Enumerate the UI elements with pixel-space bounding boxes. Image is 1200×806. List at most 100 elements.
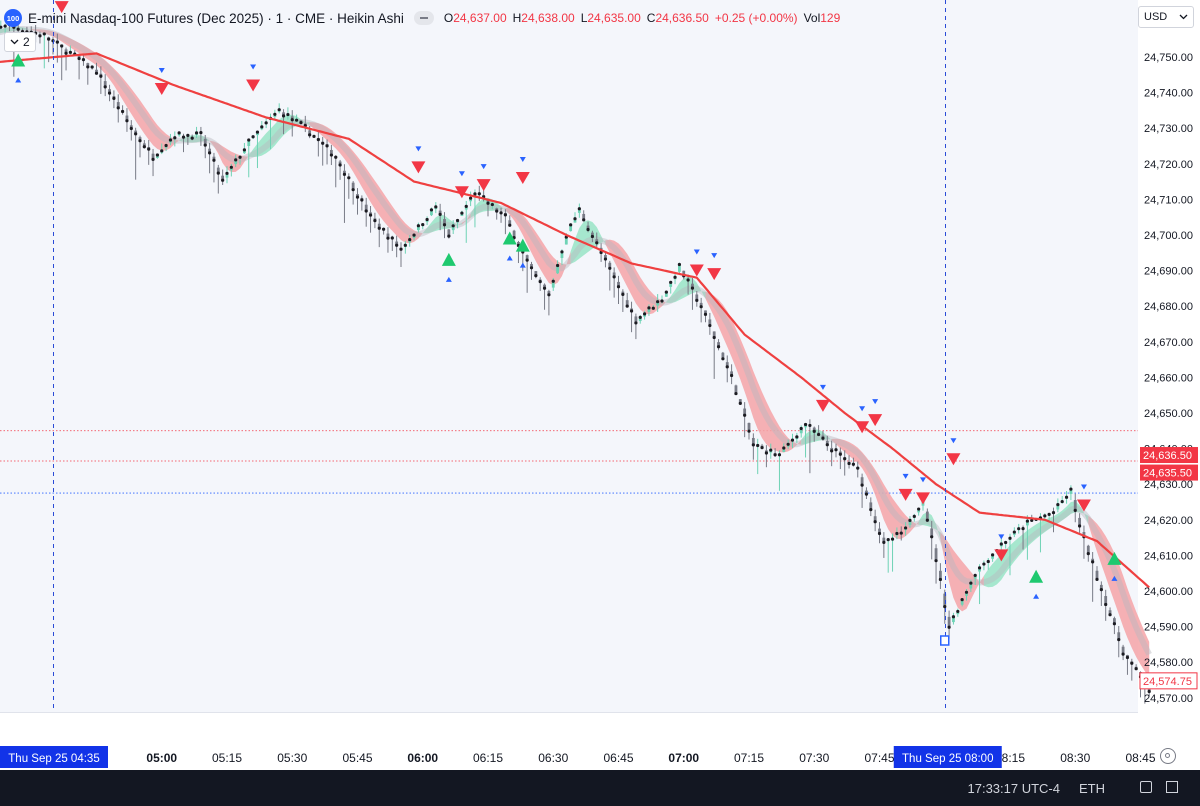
candle xyxy=(803,422,808,458)
candle xyxy=(134,127,138,180)
indicators-toggle-button[interactable]: 2 xyxy=(4,32,36,52)
candle xyxy=(595,232,599,247)
candle xyxy=(338,159,342,180)
candle xyxy=(917,507,921,516)
price-tick-label: 24,590.00 xyxy=(1144,622,1193,634)
candle xyxy=(90,65,94,70)
candle xyxy=(173,131,177,147)
price-tag-label: 24,635.50 xyxy=(1143,468,1192,480)
sell-signal-icon xyxy=(946,453,961,466)
volume-label: Vol xyxy=(803,11,821,25)
candle xyxy=(447,229,451,239)
candle xyxy=(547,289,551,316)
candle xyxy=(743,402,747,438)
candle xyxy=(525,254,529,293)
ribbon-segment-bear xyxy=(31,29,180,151)
crosshair-time-text: Thu Sep 25 04:35 xyxy=(8,753,99,765)
candle xyxy=(947,610,951,639)
candle xyxy=(703,310,708,323)
layout-icon[interactable] xyxy=(1140,781,1152,793)
candle xyxy=(321,136,325,166)
sell-signal-icon xyxy=(454,186,469,199)
buy-alert-icon xyxy=(15,77,22,83)
candle xyxy=(825,435,829,451)
candle xyxy=(464,200,468,243)
candle xyxy=(368,205,373,233)
candle xyxy=(99,66,103,94)
ribbon-segment-bear xyxy=(309,122,423,244)
sell-alert-icon xyxy=(158,68,165,73)
buy-alert-icon xyxy=(519,262,526,268)
candle xyxy=(582,210,586,222)
candle xyxy=(373,212,377,229)
candle xyxy=(312,134,316,139)
crosshair-time-label-1: Thu Sep 25 08:00 xyxy=(893,746,1002,768)
candle xyxy=(738,399,742,406)
symbol-title[interactable]: E-mini Nasdaq-100 Futures (Dec 2025) · 1… xyxy=(28,10,404,26)
ema-line xyxy=(0,52,1150,589)
candle xyxy=(77,55,81,80)
price-axis-background xyxy=(1138,0,1200,712)
candle xyxy=(1112,616,1116,635)
candle xyxy=(542,283,547,310)
candle xyxy=(647,304,651,316)
gear-icon[interactable] xyxy=(1160,748,1176,764)
candle xyxy=(756,438,760,475)
clock[interactable]: 17:33:17 UTC-4 xyxy=(967,781,1061,796)
time-tick-label: 07:00 xyxy=(668,751,699,765)
candle xyxy=(382,227,386,235)
candle xyxy=(956,608,960,617)
candle xyxy=(425,216,429,226)
sell-alert-icon xyxy=(1080,484,1087,490)
candle xyxy=(777,450,782,491)
sell-alert-icon xyxy=(859,406,866,412)
candle xyxy=(190,134,194,141)
currency-selector[interactable]: USD xyxy=(1138,6,1194,28)
candle xyxy=(786,439,790,450)
hide-legend-icon[interactable] xyxy=(413,11,434,25)
price-tag-1: 24,635.50 xyxy=(1140,464,1198,481)
candle xyxy=(569,223,573,232)
candle xyxy=(360,195,364,211)
candle xyxy=(495,207,499,220)
session-label[interactable]: ETH xyxy=(1079,781,1105,796)
price-tag-0: 24,636.50 xyxy=(1140,447,1198,464)
candle xyxy=(969,579,973,593)
ribbon-segment-bear xyxy=(505,208,571,285)
candle xyxy=(773,448,777,457)
ribbon-segment-bull xyxy=(918,512,941,540)
candle xyxy=(469,191,473,207)
candle xyxy=(1008,533,1012,576)
candle xyxy=(242,142,246,154)
candle xyxy=(634,313,638,340)
candle xyxy=(964,589,969,601)
candle xyxy=(877,522,882,544)
price-tag-label: 24,574.75 xyxy=(1143,676,1192,688)
candle xyxy=(603,251,608,268)
time-tick-label: 08:30 xyxy=(1060,751,1090,765)
crosshair-time-label-0: Thu Sep 25 04:35 xyxy=(0,746,108,768)
price-change: +0.25 (+0.00%) xyxy=(714,11,798,25)
high-value: 24,638.00 xyxy=(521,11,575,25)
close-value: 24,636.50 xyxy=(655,11,709,25)
candle xyxy=(347,173,351,199)
candle xyxy=(229,163,233,177)
price-tick-label: 24,630.00 xyxy=(1144,479,1193,491)
candle xyxy=(342,164,347,223)
candle xyxy=(912,513,916,522)
time-axis[interactable]: 05:00 05:15 05:30 05:45 06:00 06:15 06:30 06:45… xyxy=(0,746,1156,768)
time-tick-label: 05:30 xyxy=(277,751,307,765)
candle xyxy=(3,23,7,34)
fullscreen-icon[interactable] xyxy=(1166,781,1178,793)
open-label: O xyxy=(443,11,454,25)
sell-alert-icon xyxy=(920,477,926,483)
price-tick-label: 24,580.00 xyxy=(1144,657,1193,669)
candle xyxy=(960,598,964,607)
ribbon-segment-bull xyxy=(570,220,606,264)
candle xyxy=(677,262,682,273)
buy-alert-icon xyxy=(506,255,513,261)
time-tick-label: 05:15 xyxy=(212,751,242,765)
buy-signal-icon xyxy=(1107,551,1122,565)
candle xyxy=(147,139,151,165)
